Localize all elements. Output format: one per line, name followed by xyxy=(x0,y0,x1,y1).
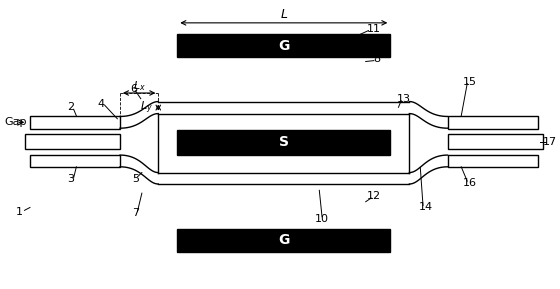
Text: 17: 17 xyxy=(543,137,557,147)
Text: S: S xyxy=(279,136,289,149)
Text: 9: 9 xyxy=(258,245,265,255)
Polygon shape xyxy=(447,134,543,149)
Text: L: L xyxy=(281,8,287,21)
Polygon shape xyxy=(30,116,120,129)
Text: 11: 11 xyxy=(367,24,381,34)
Text: 10: 10 xyxy=(315,214,329,224)
Text: 3: 3 xyxy=(67,175,74,184)
Text: 7: 7 xyxy=(132,208,139,218)
Text: 4: 4 xyxy=(97,99,105,109)
Bar xyxy=(178,229,390,252)
Text: 2: 2 xyxy=(67,102,74,112)
Polygon shape xyxy=(447,116,538,129)
Text: 15: 15 xyxy=(463,77,477,86)
Text: 13: 13 xyxy=(397,94,411,104)
Bar xyxy=(178,129,390,155)
Text: $L_y$: $L_y$ xyxy=(140,99,153,116)
Text: 12: 12 xyxy=(367,191,381,201)
Text: Gap: Gap xyxy=(4,116,27,127)
Text: G: G xyxy=(278,234,290,247)
Text: 6: 6 xyxy=(130,84,137,94)
Text: 8: 8 xyxy=(373,54,380,64)
Text: 14: 14 xyxy=(419,203,433,212)
Text: 1: 1 xyxy=(16,207,22,217)
Text: G: G xyxy=(278,39,290,53)
Polygon shape xyxy=(30,155,120,167)
Text: 16: 16 xyxy=(463,178,477,188)
Polygon shape xyxy=(25,134,120,149)
Bar xyxy=(178,34,390,57)
Polygon shape xyxy=(447,155,538,167)
Text: 5: 5 xyxy=(132,174,139,184)
Text: $L_x$: $L_x$ xyxy=(133,79,146,93)
